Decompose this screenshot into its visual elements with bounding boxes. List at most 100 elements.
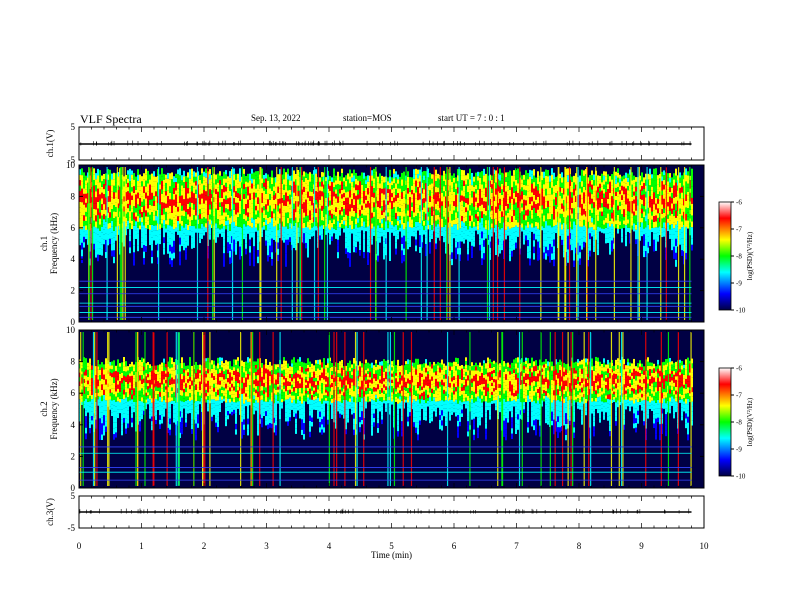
spectrogram-cell bbox=[593, 180, 595, 186]
spectrogram-cell bbox=[127, 212, 129, 217]
spectrogram-cell bbox=[153, 171, 155, 177]
spectrogram-cell bbox=[597, 181, 599, 187]
spectrogram-cell bbox=[663, 231, 665, 237]
spectrogram-cell bbox=[499, 247, 501, 254]
spectrogram-cell bbox=[155, 230, 157, 236]
spectrogram-cell bbox=[199, 189, 201, 195]
spectrogram-cell bbox=[149, 219, 151, 225]
spectrogram-cell bbox=[383, 229, 385, 236]
spectrogram-cell bbox=[463, 201, 465, 207]
spectrogram-cell bbox=[419, 229, 421, 236]
spectrogram-cell bbox=[473, 206, 475, 212]
spectrogram-cell bbox=[495, 224, 497, 231]
spectrogram-cell bbox=[91, 386, 93, 391]
spectrogram-cell bbox=[451, 239, 453, 246]
spectrogram-cell bbox=[659, 200, 661, 205]
spectrogram-cell bbox=[495, 200, 497, 207]
spectrogram-cell bbox=[283, 226, 285, 233]
spectrogram-cell bbox=[451, 175, 453, 182]
spectrogram-cell bbox=[113, 218, 115, 225]
spectrogram-cell bbox=[579, 201, 581, 208]
spectrogram-cell bbox=[277, 248, 279, 255]
spectrogram-cell bbox=[431, 178, 433, 184]
spectrogram-cell bbox=[157, 257, 159, 265]
spectrogram-cell bbox=[91, 373, 93, 379]
spectrogram-cell bbox=[611, 240, 613, 246]
spectrogram-cell bbox=[403, 222, 405, 230]
spectrogram-cell bbox=[267, 242, 269, 250]
spectrogram-cell bbox=[345, 192, 347, 198]
spectrogram-cell bbox=[631, 192, 633, 197]
spectrogram-cell bbox=[111, 400, 113, 405]
spectrogram-cell bbox=[401, 256, 403, 264]
spectrogram-cell bbox=[101, 209, 103, 216]
spectrogram-cell bbox=[481, 224, 483, 232]
spectrogram-cell bbox=[311, 187, 313, 192]
spectrogram-cell bbox=[223, 219, 225, 227]
spectrogram-cell bbox=[669, 173, 671, 178]
spectrogram-cell bbox=[113, 250, 115, 257]
spectrogram-cell bbox=[223, 239, 225, 247]
spectrogram-cell bbox=[431, 183, 433, 189]
spectrogram-cell bbox=[457, 211, 459, 218]
spectrogram-cell bbox=[153, 195, 155, 201]
spectrogram-cell bbox=[599, 195, 601, 200]
spectrogram-cell bbox=[193, 198, 195, 205]
spectrogram-cell bbox=[463, 227, 465, 234]
spectrogram-cell bbox=[211, 201, 213, 206]
spectrogram-cell bbox=[125, 407, 127, 414]
spectrogram-cell bbox=[233, 186, 235, 193]
spectrogram-cell bbox=[445, 236, 447, 243]
spectrogram-cell bbox=[389, 182, 391, 190]
spectrogram-cell bbox=[287, 212, 289, 218]
spectrogram-cell bbox=[359, 232, 361, 239]
spectrogram-cell bbox=[671, 218, 673, 225]
spectrogram-cell bbox=[81, 389, 83, 393]
spectrogram-cell bbox=[225, 225, 227, 230]
spectrogram-cell bbox=[273, 195, 275, 200]
spectrogram-cell bbox=[457, 199, 459, 206]
spectrogram-cell bbox=[287, 239, 289, 246]
spectrogram-cell bbox=[397, 234, 399, 240]
spectrogram-cell bbox=[235, 196, 237, 203]
spectrogram-cell bbox=[629, 201, 631, 207]
spectrogram-cell bbox=[493, 169, 495, 175]
spectrogram-cell bbox=[225, 216, 227, 221]
spectrogram-cell bbox=[585, 237, 587, 243]
spectrogram-cell bbox=[97, 392, 99, 396]
spectrogram-cell bbox=[373, 192, 375, 198]
spectrogram-cell bbox=[555, 180, 557, 185]
spectrogram-cell bbox=[309, 172, 311, 177]
spectrogram-cell bbox=[643, 205, 645, 212]
spectrogram-cell bbox=[117, 392, 119, 398]
spectrogram-cell bbox=[413, 231, 415, 237]
spectrogram-cell bbox=[491, 210, 493, 215]
spectrogram-cell bbox=[335, 180, 337, 185]
spectrogram-cell bbox=[311, 223, 313, 228]
spectrogram-cell bbox=[529, 190, 531, 198]
spectrogram-cell bbox=[573, 227, 575, 235]
spectrogram-cell bbox=[159, 209, 161, 215]
spectrogram-cell bbox=[617, 182, 619, 187]
spectrogram-cell bbox=[589, 204, 591, 210]
spectrogram-cell bbox=[521, 195, 523, 200]
spectrogram-cell bbox=[123, 196, 125, 202]
spectrogram-cell bbox=[293, 214, 295, 221]
spectrogram-cell bbox=[587, 260, 589, 267]
spectrogram-cell bbox=[625, 204, 627, 210]
spectrogram-cell bbox=[673, 234, 675, 241]
spectrogram-cell bbox=[691, 186, 693, 193]
spectrogram-cell bbox=[177, 169, 179, 175]
spectrogram-cell bbox=[253, 192, 255, 200]
spectrogram-cell bbox=[397, 183, 399, 189]
spectrogram-cell bbox=[99, 396, 101, 403]
spectrogram-cell bbox=[495, 176, 497, 183]
spectrogram-cell bbox=[219, 189, 221, 194]
spectrogram-cell bbox=[195, 206, 197, 212]
spectrogram-cell bbox=[245, 231, 247, 238]
spectrogram-cell bbox=[435, 220, 437, 227]
spectrogram-cell bbox=[507, 203, 509, 209]
spectrogram-cell bbox=[333, 214, 335, 220]
spectrogram-cell bbox=[575, 224, 577, 231]
spectrogram-cell bbox=[161, 215, 163, 220]
